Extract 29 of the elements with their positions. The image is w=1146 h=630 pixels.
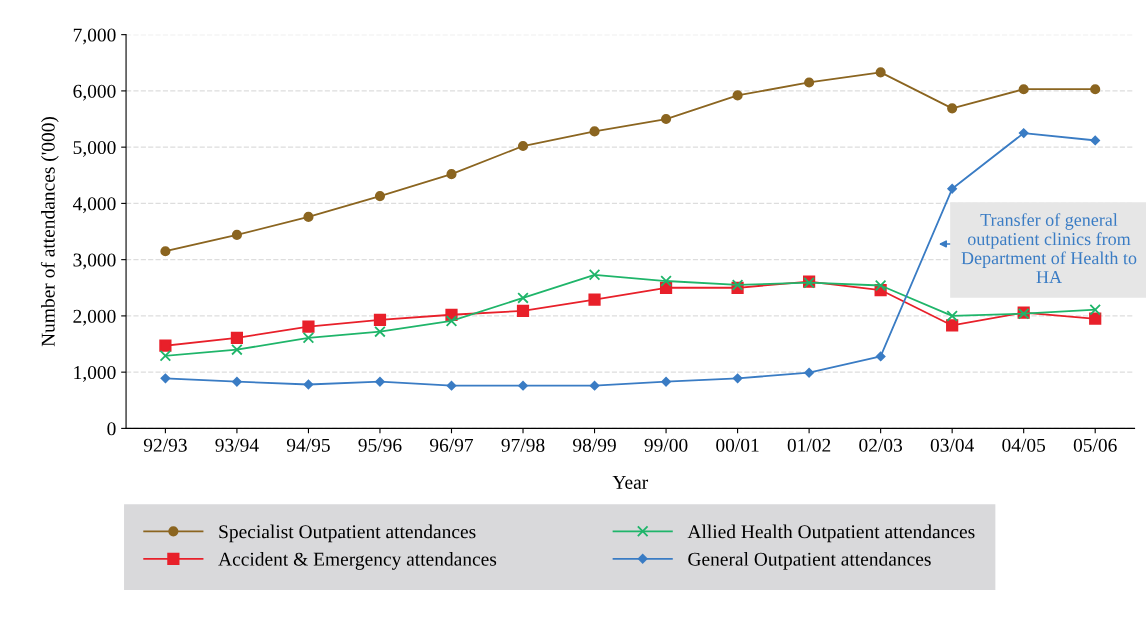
y-tick-label: 7,000 — [73, 28, 116, 45]
y-tick-label: 3,000 — [73, 253, 116, 270]
x-tick-label: 94/95 — [286, 438, 330, 452]
legend-label: General Outpatient attendances — [688, 552, 931, 570]
y-tick-label: 2,000 — [73, 309, 116, 326]
x-tick-label: 01/02 — [787, 438, 831, 452]
x-tick-label: 99/00 — [644, 438, 688, 452]
x-tick-label: 03/04 — [930, 438, 974, 452]
x-tick-label: 00/01 — [716, 438, 759, 452]
legend-label: Specialist Outpatient attendances — [219, 524, 476, 543]
x-tick-label: 93/94 — [215, 438, 259, 452]
x-tick-label: 05/06 — [1073, 438, 1117, 452]
x-tick-label: 98/99 — [573, 438, 616, 452]
y-tick-label: 0 — [107, 422, 116, 436]
y-tick-label: 6,000 — [73, 84, 116, 101]
x-tick-label: 95/96 — [358, 438, 402, 452]
y-tick-label: 5,000 — [73, 140, 116, 157]
x-tick-label: 92/93 — [143, 438, 187, 452]
legend-label: Allied Health Outpatient attendances — [687, 524, 975, 543]
x-tick-label: 04/05 — [1002, 438, 1046, 452]
x-tick-label: 96/97 — [429, 438, 474, 452]
y-tick-label: 1,000 — [74, 365, 116, 382]
annotation: Transfer of general outpatient clinics from Department of Health to HA — [961, 213, 1137, 283]
y-axis-title: Number of attendances ('000) — [40, 116, 59, 347]
x-axis-title: Year — [612, 475, 649, 489]
y-tick-label: 4,000 — [72, 197, 116, 214]
legend-label: Accident & Emergency attendances — [218, 552, 497, 570]
x-tick-label: 02/03 — [859, 438, 903, 452]
x-tick-label: 97/98 — [501, 438, 545, 452]
